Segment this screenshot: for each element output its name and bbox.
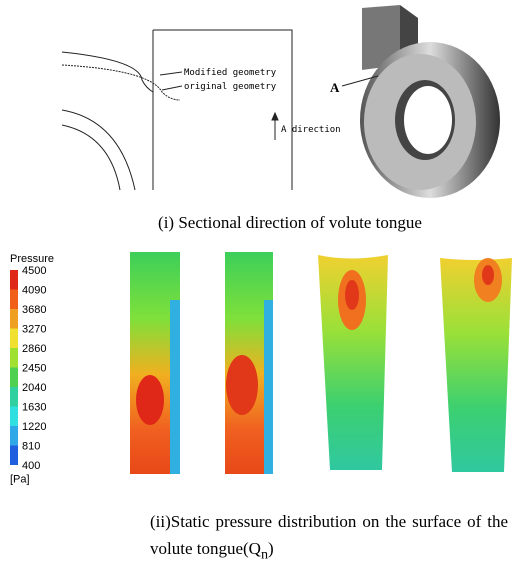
contour-plots xyxy=(130,252,512,474)
colorbar-label: 3270 xyxy=(22,324,46,336)
colorbar-label: 1220 xyxy=(22,421,46,433)
colorbar-label: 2040 xyxy=(22,382,46,394)
colorbar-title: Pressure xyxy=(10,253,54,265)
volute-3d xyxy=(342,5,500,198)
colorbar-unit: [Pa] xyxy=(10,474,30,486)
caption-ii-sub: n xyxy=(261,546,268,562)
label-direction: A direction xyxy=(281,125,341,135)
colorbar-band xyxy=(10,407,18,427)
label-modified: Modified geometry xyxy=(184,68,277,78)
colorbar-band xyxy=(10,446,18,466)
colorbar-band xyxy=(10,329,18,349)
caption-i: (i) Sectional direction of volute tongue xyxy=(158,213,422,232)
colorbar-band xyxy=(10,426,18,446)
figure: Modified geometry original geometry A di… xyxy=(0,0,522,563)
caption-ii-close: ) xyxy=(268,539,274,558)
colorbar-band xyxy=(10,309,18,329)
colorbar-label: 3680 xyxy=(22,304,46,316)
colorbar-band xyxy=(10,368,18,388)
colorbar-label: 400 xyxy=(22,460,40,472)
label-original: original geometry xyxy=(184,82,277,92)
colorbar-band xyxy=(10,270,18,290)
colorbar-label: 4090 xyxy=(22,285,46,297)
colorbar-label: 1630 xyxy=(22,402,46,414)
colorbar-band xyxy=(10,290,18,310)
caption-ii: (ii)Static pressure distribution on the … xyxy=(150,508,508,568)
colorbar-band xyxy=(10,348,18,368)
caption-ii-text: (ii)Static pressure distribution on the … xyxy=(150,512,508,558)
colorbar-label: 4500 xyxy=(22,265,46,277)
colorbar: 4500 4090 3680 3270 2860 2450 2040 1630 1220 810 4… xyxy=(10,265,46,486)
label-a: A xyxy=(330,80,340,95)
colorbar-band xyxy=(10,387,18,407)
figure-page: Modified geometry original geometry A di… xyxy=(0,0,522,563)
colorbar-label: 810 xyxy=(22,441,40,453)
colorbar-label: 2450 xyxy=(22,363,46,375)
geometry-sketch xyxy=(60,8,298,190)
colorbar-label: 2860 xyxy=(22,343,46,355)
